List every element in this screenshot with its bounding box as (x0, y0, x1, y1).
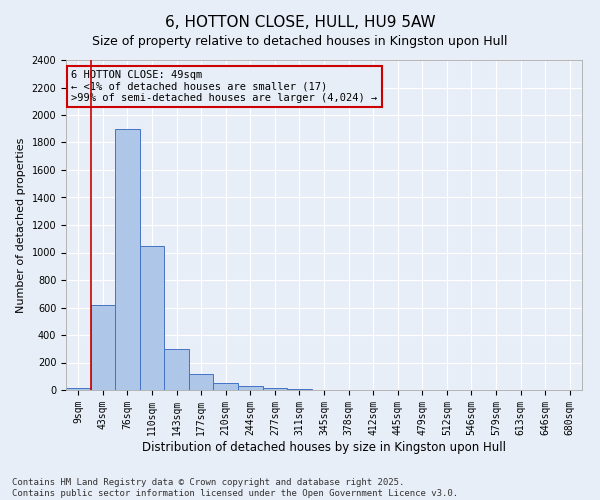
Bar (91, 305, 115, 390)
Bar (66, 388, 91, 390)
Bar (214, 383, 238, 390)
Bar (263, 388, 287, 390)
X-axis label: Distribution of detached houses by size in Kingston upon Hull: Distribution of detached houses by size … (142, 440, 506, 454)
Text: 6 HOTTON CLOSE: 49sqm
← <1% of detached houses are smaller (17)
>99% of semi-det: 6 HOTTON CLOSE: 49sqm ← <1% of detached … (71, 70, 377, 103)
Text: 6, HOTTON CLOSE, HULL, HU9 5AW: 6, HOTTON CLOSE, HULL, HU9 5AW (164, 15, 436, 30)
Y-axis label: Number of detached properties: Number of detached properties (16, 138, 26, 312)
Bar (189, 374, 214, 390)
Bar (140, 246, 164, 390)
Bar (115, 128, 140, 390)
Text: Size of property relative to detached houses in Kingston upon Hull: Size of property relative to detached ho… (92, 35, 508, 48)
Bar (287, 389, 312, 390)
Bar (164, 350, 189, 390)
Bar (238, 386, 263, 390)
Text: Contains HM Land Registry data © Crown copyright and database right 2025.
Contai: Contains HM Land Registry data © Crown c… (12, 478, 458, 498)
